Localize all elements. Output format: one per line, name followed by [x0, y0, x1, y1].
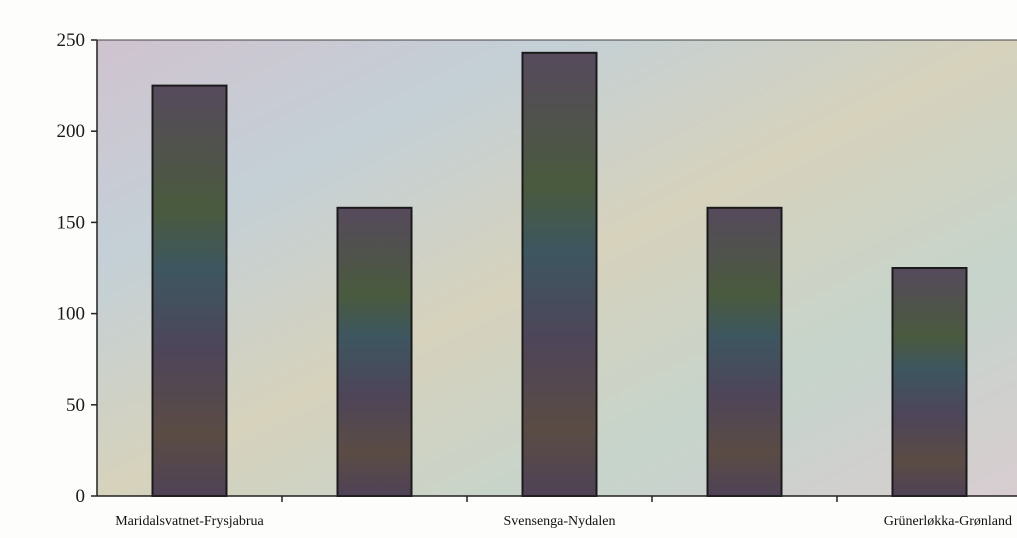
- y-tick-label: 200: [57, 121, 86, 142]
- x-labels-group: Maridalsvatnet-Frysjabrua Svensenga-Nydal…: [115, 514, 1012, 529]
- bar-5: [891, 267, 968, 497]
- bars-group: [151, 51, 968, 498]
- bar-1: [151, 84, 228, 497]
- x-category-label: Svensenga-Nydalen: [504, 514, 616, 529]
- bar-4: [706, 206, 783, 498]
- x-category-label: Maridalsvatnet-Frysjabrua: [115, 514, 264, 529]
- bar-2: [336, 206, 413, 498]
- x-category-label: Grünerløkka-Grønland: [884, 514, 1012, 529]
- y-tick-label: 150: [57, 212, 86, 233]
- y-tick-label: 250: [57, 30, 86, 51]
- y-tick-label: 0: [76, 486, 86, 507]
- y-tick-label: 50: [66, 395, 85, 416]
- y-ticks-group: 0 50 100 150 200 250: [57, 30, 97, 507]
- y-tick-label: 100: [57, 304, 86, 325]
- x-ticks-group: [281, 496, 838, 502]
- bar-3: [521, 51, 598, 498]
